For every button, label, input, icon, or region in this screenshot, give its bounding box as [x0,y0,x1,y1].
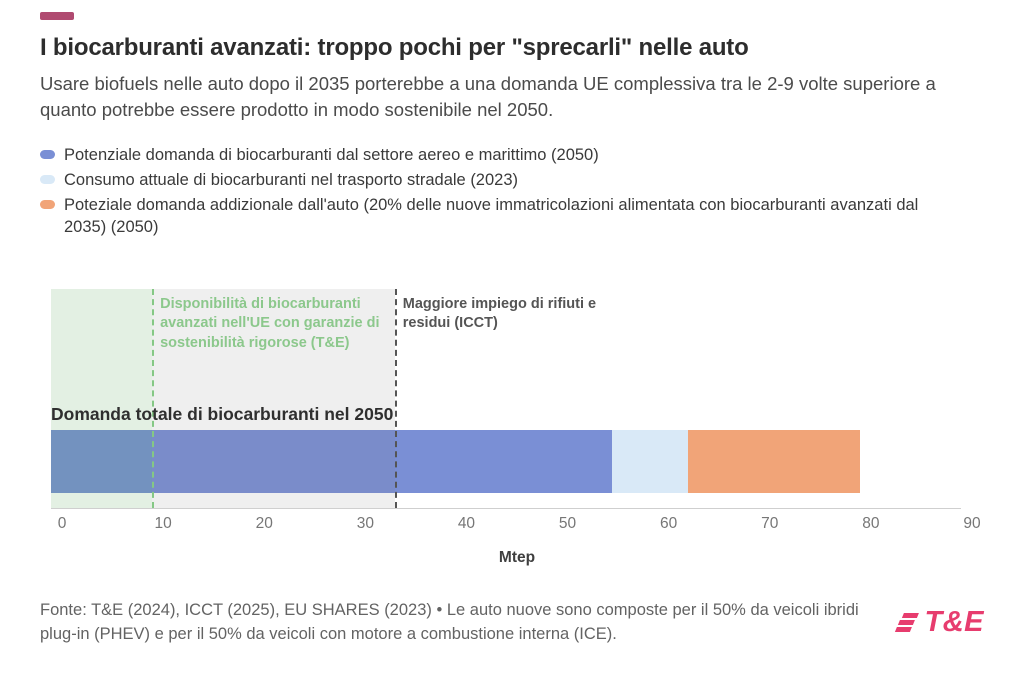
reference-line-0 [152,288,155,508]
x-axis-ticks: 0 10 20 30 40 50 60 70 80 90 [58,514,981,539]
brand-dash [40,12,74,20]
source-note: Fonte: T&E (2024), ICCT (2025), EU SHARE… [40,600,859,643]
logo-bar [898,620,915,625]
x-tick-label: 10 [154,514,172,532]
logo-bar [901,613,919,618]
bar-segment-1[interactable] [51,429,613,493]
x-tick-label: 70 [761,514,779,532]
te-logo: T&E [894,606,985,639]
x-tick-label: 30 [356,514,374,532]
legend-swatch-blue [40,149,55,159]
legend-label: Potenziale domanda di biocarburanti dal … [64,145,599,164]
bar-segment-3[interactable] [688,429,860,493]
page-title: I biocarburanti avanzati: troppo pochi p… [40,34,749,61]
footer: Fonte: T&E (2024), ICCT (2025), EU SHARE… [40,599,984,647]
logo-bar [894,627,912,632]
stacked-bar [51,429,961,493]
chart: Domanda totale di biocarburanti nel 2050… [51,288,981,567]
legend: Potenziale domanda di biocarburanti dal … [40,144,984,239]
te-logo-text: T&E [924,606,984,639]
bar-segment-2[interactable] [612,429,688,493]
reference-line-1 [394,288,397,508]
x-tick-label: 0 [57,514,67,532]
legend-swatch-lightblue [40,174,55,184]
reference-band-1 [152,288,395,508]
legend-label: Consumo attuale di biocarburanti nel tra… [64,170,519,189]
legend-item-aviation-maritime: Potenziale domanda di biocarburanti dal … [40,144,945,166]
te-logo-bars-icon [894,613,919,632]
x-tick-label: 80 [862,514,880,532]
page-subtitle: Usare biofuels nelle auto dopo il 2035 p… [40,73,936,121]
x-tick-label: 50 [558,514,577,532]
plot-area: Domanda totale di biocarburanti nel 2050… [51,288,961,509]
band-annotation-0: Disponibilità di biocarburanti avanzati … [160,295,380,351]
legend-label: Poteziale domanda addizionale dall'auto … [64,196,919,237]
x-tick-label: 20 [255,514,273,532]
legend-item-road-current: Consumo attuale di biocarburanti nel tra… [40,169,945,191]
page: I biocarburanti avanzati: troppo pochi p… [40,12,984,647]
x-axis-label: Mtep [498,548,536,566]
legend-item-cars-additional: Poteziale domanda addizionale dall'auto … [40,194,945,239]
legend-swatch-orange [40,200,55,210]
bar-label: Domanda totale di biocarburanti nel 2050 [51,403,394,424]
band-annotation-1: Maggiore impiego di rifiuti e residui (I… [402,295,597,332]
x-tick-label: 40 [457,514,476,532]
x-tick-label: 90 [963,514,981,532]
x-tick-label: 60 [660,514,678,532]
reference-band-0 [51,288,153,508]
